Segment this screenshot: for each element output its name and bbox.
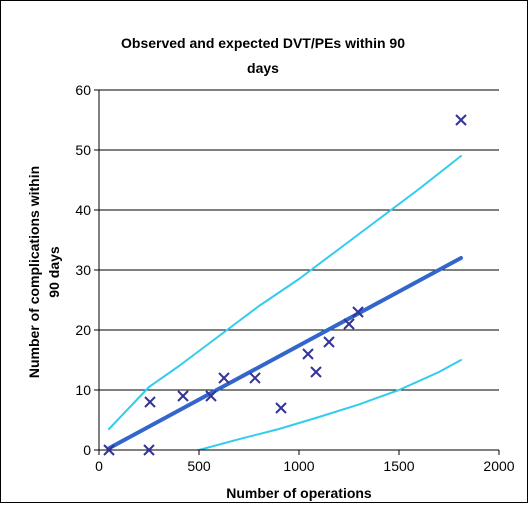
chart-title-line-2: days bbox=[247, 60, 279, 76]
data-point-8 bbox=[302, 348, 314, 360]
data-point-7 bbox=[275, 402, 287, 414]
axes bbox=[94, 89, 500, 455]
x-tick-label-500: 500 bbox=[187, 458, 211, 474]
series-line-3 bbox=[194, 359, 462, 450]
gridlines bbox=[99, 89, 499, 391]
data-point-1-stroke-b bbox=[143, 444, 155, 456]
y-tick-label-10: 10 bbox=[75, 382, 91, 398]
chart-title-line-1: Observed and expected DVT/PEs within 90 bbox=[121, 35, 405, 51]
data-point-2-stroke-b bbox=[144, 396, 156, 408]
y-tick-label-20: 20 bbox=[75, 322, 91, 338]
data-point-13-stroke-b bbox=[455, 114, 467, 126]
data-point-11 bbox=[343, 318, 355, 330]
data-point-12 bbox=[352, 306, 364, 318]
x-tick-label-1500: 1500 bbox=[383, 458, 414, 474]
data-point-6-stroke-b bbox=[249, 372, 261, 384]
y-tick-label-50: 50 bbox=[75, 142, 91, 158]
data-point-13 bbox=[455, 114, 467, 126]
y-tick-label-30: 30 bbox=[75, 262, 91, 278]
x-tick-label-2000: 2000 bbox=[483, 458, 514, 474]
data-point-5-stroke-b bbox=[218, 372, 230, 384]
data-point-4 bbox=[205, 390, 217, 402]
data-point-2 bbox=[144, 396, 156, 408]
data-point-10 bbox=[323, 336, 335, 348]
data-point-6 bbox=[249, 372, 261, 384]
data-point-11-stroke-b bbox=[343, 318, 355, 330]
data-point-0 bbox=[103, 444, 115, 456]
data-point-9-stroke-b bbox=[310, 366, 322, 378]
data-point-7-stroke-b bbox=[275, 402, 287, 414]
y-tick-label-40: 40 bbox=[75, 202, 91, 218]
data-point-9 bbox=[310, 366, 322, 378]
y-axis-label-line-2: 90 days bbox=[46, 246, 62, 298]
data-point-4-stroke-b bbox=[205, 390, 217, 402]
data-point-3 bbox=[177, 390, 189, 402]
plot-area bbox=[107, 155, 463, 450]
tick-labels: 0 10 20 30 40 50 60 0 500 1000 1500 2000 bbox=[75, 82, 514, 474]
data-point-3-stroke-b bbox=[177, 390, 189, 402]
data-point-12-stroke-b bbox=[352, 306, 364, 318]
y-tick-label-60: 60 bbox=[75, 82, 91, 98]
data-point-10-stroke-b bbox=[323, 336, 335, 348]
y-axis-label-line-1: Number of complications within bbox=[26, 166, 42, 378]
series-line-1 bbox=[107, 256, 463, 450]
data-point-5 bbox=[218, 372, 230, 384]
y-tick-label-0: 0 bbox=[83, 442, 91, 458]
y-axis-label: Number of complications within 90 days bbox=[26, 166, 62, 378]
series-line-2 bbox=[108, 155, 462, 430]
x-tick-label-1000: 1000 bbox=[283, 458, 314, 474]
x-tick-label-0: 0 bbox=[95, 458, 103, 474]
data-point-1 bbox=[143, 444, 155, 456]
data-point-8-stroke-b bbox=[302, 348, 314, 360]
x-axis-label: Number of operations bbox=[226, 485, 372, 501]
data-point-0-stroke-b bbox=[103, 444, 115, 456]
